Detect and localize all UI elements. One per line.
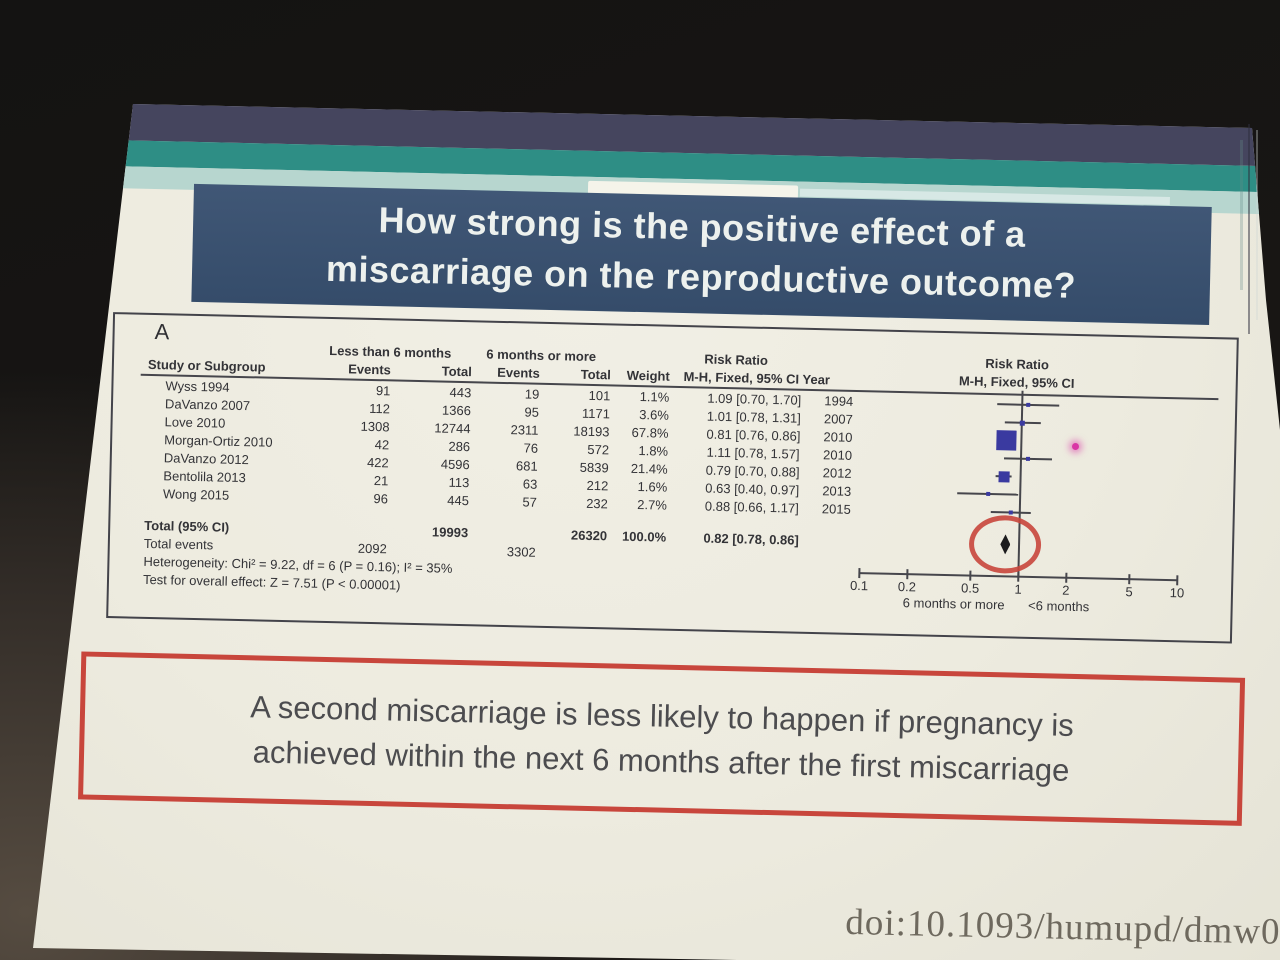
effect-square (1008, 510, 1013, 515)
slide-content: How strong is the positive effect of a m… (69, 104, 1280, 960)
risk-ratio-header-left: Risk Ratio (704, 351, 769, 368)
cell-events-6plus: 19 (524, 386, 540, 402)
laser-pointer-dot (1072, 443, 1079, 450)
cell-events-lt6: 21 (373, 473, 389, 489)
column-group-header-lt6: Less than 6 months (329, 342, 452, 361)
effect-square (1019, 420, 1026, 426)
axis-tick (1065, 572, 1068, 583)
axis-tick-label: 1 (1014, 581, 1022, 597)
effect-square (996, 430, 1018, 451)
cell-year: 2012 (822, 465, 852, 481)
events-column-header-2: Events (497, 364, 540, 381)
axis-tick-label: 5 (1125, 584, 1133, 600)
cell-events-lt6: 42 (374, 437, 390, 453)
cell-events-6plus: 681 (515, 458, 538, 474)
screen-edge-line (1248, 124, 1250, 334)
cell-year: 2010 (822, 447, 853, 463)
cell-events-6plus: 63 (522, 476, 538, 492)
screen-edge-highlight (1256, 130, 1258, 320)
effect-square (986, 491, 991, 497)
axis-tick (858, 568, 861, 579)
cell-weight: 1.1% (639, 389, 670, 405)
cell-events-6plus: 57 (522, 494, 538, 510)
axis-tick-label: 0.5 (960, 580, 980, 596)
cell-year: 2007 (823, 411, 854, 427)
total-n-lt6: 19993 (431, 524, 469, 541)
doi-citation: doi:10.1093/humupd/dmw04 (844, 901, 1280, 954)
effect-square (1026, 456, 1031, 461)
screen-edge-teal-line (1240, 140, 1243, 290)
axis-tick-label: 0.1 (849, 577, 869, 594)
cell-weight: 2.7% (637, 497, 668, 513)
conclusion-box: A second miscarriage is less likely to h… (78, 651, 1246, 826)
cell-year: 2015 (821, 501, 851, 517)
risk-ratio-header-right: Risk Ratio (985, 355, 1050, 373)
cell-events-6plus: 2311 (510, 422, 539, 438)
total-events-lt6: 2092 (357, 540, 387, 557)
axis-tick-label: 0.2 (897, 578, 917, 595)
effect-square (998, 470, 1010, 482)
cell-events-lt6: 91 (375, 383, 391, 399)
panel-label: A (154, 319, 170, 345)
axis-tick (1176, 575, 1179, 586)
cell-events-lt6: 422 (366, 454, 389, 471)
cell-events-lt6: 112 (369, 400, 391, 417)
cell-events-6plus: 76 (523, 440, 539, 456)
title-banner: How strong is the positive effect of a m… (191, 183, 1212, 325)
cell-year: 1994 (824, 393, 854, 409)
axis-tick (1128, 574, 1131, 585)
forest-plot-figure: A Less than 6 months 6 months or more Ri… (106, 312, 1239, 644)
effect-square (1026, 402, 1031, 407)
cell-events-lt6: 1308 (360, 418, 390, 435)
total-events-6plus: 3302 (506, 544, 536, 560)
total-risk-ratio: 0.82 [0.78, 0.86] (703, 530, 799, 548)
cell-weight: 67.8% (631, 424, 669, 441)
cell-events-lt6: 96 (373, 491, 389, 507)
axis-tick-label: 10 (1169, 585, 1185, 601)
axis-tick (1017, 571, 1020, 582)
cell-weight: 1.6% (637, 479, 668, 495)
cell-weight: 3.6% (639, 407, 670, 423)
cell-year: 2010 (823, 429, 853, 445)
events-column-header-1: Events (348, 361, 392, 378)
cell-weight: 1.8% (638, 443, 669, 459)
axis-tick (906, 569, 909, 580)
column-group-header-6plus: 6 months or more (486, 346, 597, 365)
overall-effect-stat: Test for overall effect: Z = 7.51 (P < 0… (142, 571, 401, 593)
cell-events-6plus: 95 (524, 404, 540, 420)
mh-fixed-header: M-H, Fixed, 95% CI (958, 373, 1075, 391)
axis-tick-label: 2 (1062, 582, 1070, 598)
cell-weight: 21.4% (630, 460, 668, 477)
favours-right-label: <6 months (1027, 597, 1090, 615)
cell-year: 2013 (822, 483, 852, 499)
total-weight: 100.0% (621, 528, 667, 545)
axis-tick (969, 570, 972, 581)
